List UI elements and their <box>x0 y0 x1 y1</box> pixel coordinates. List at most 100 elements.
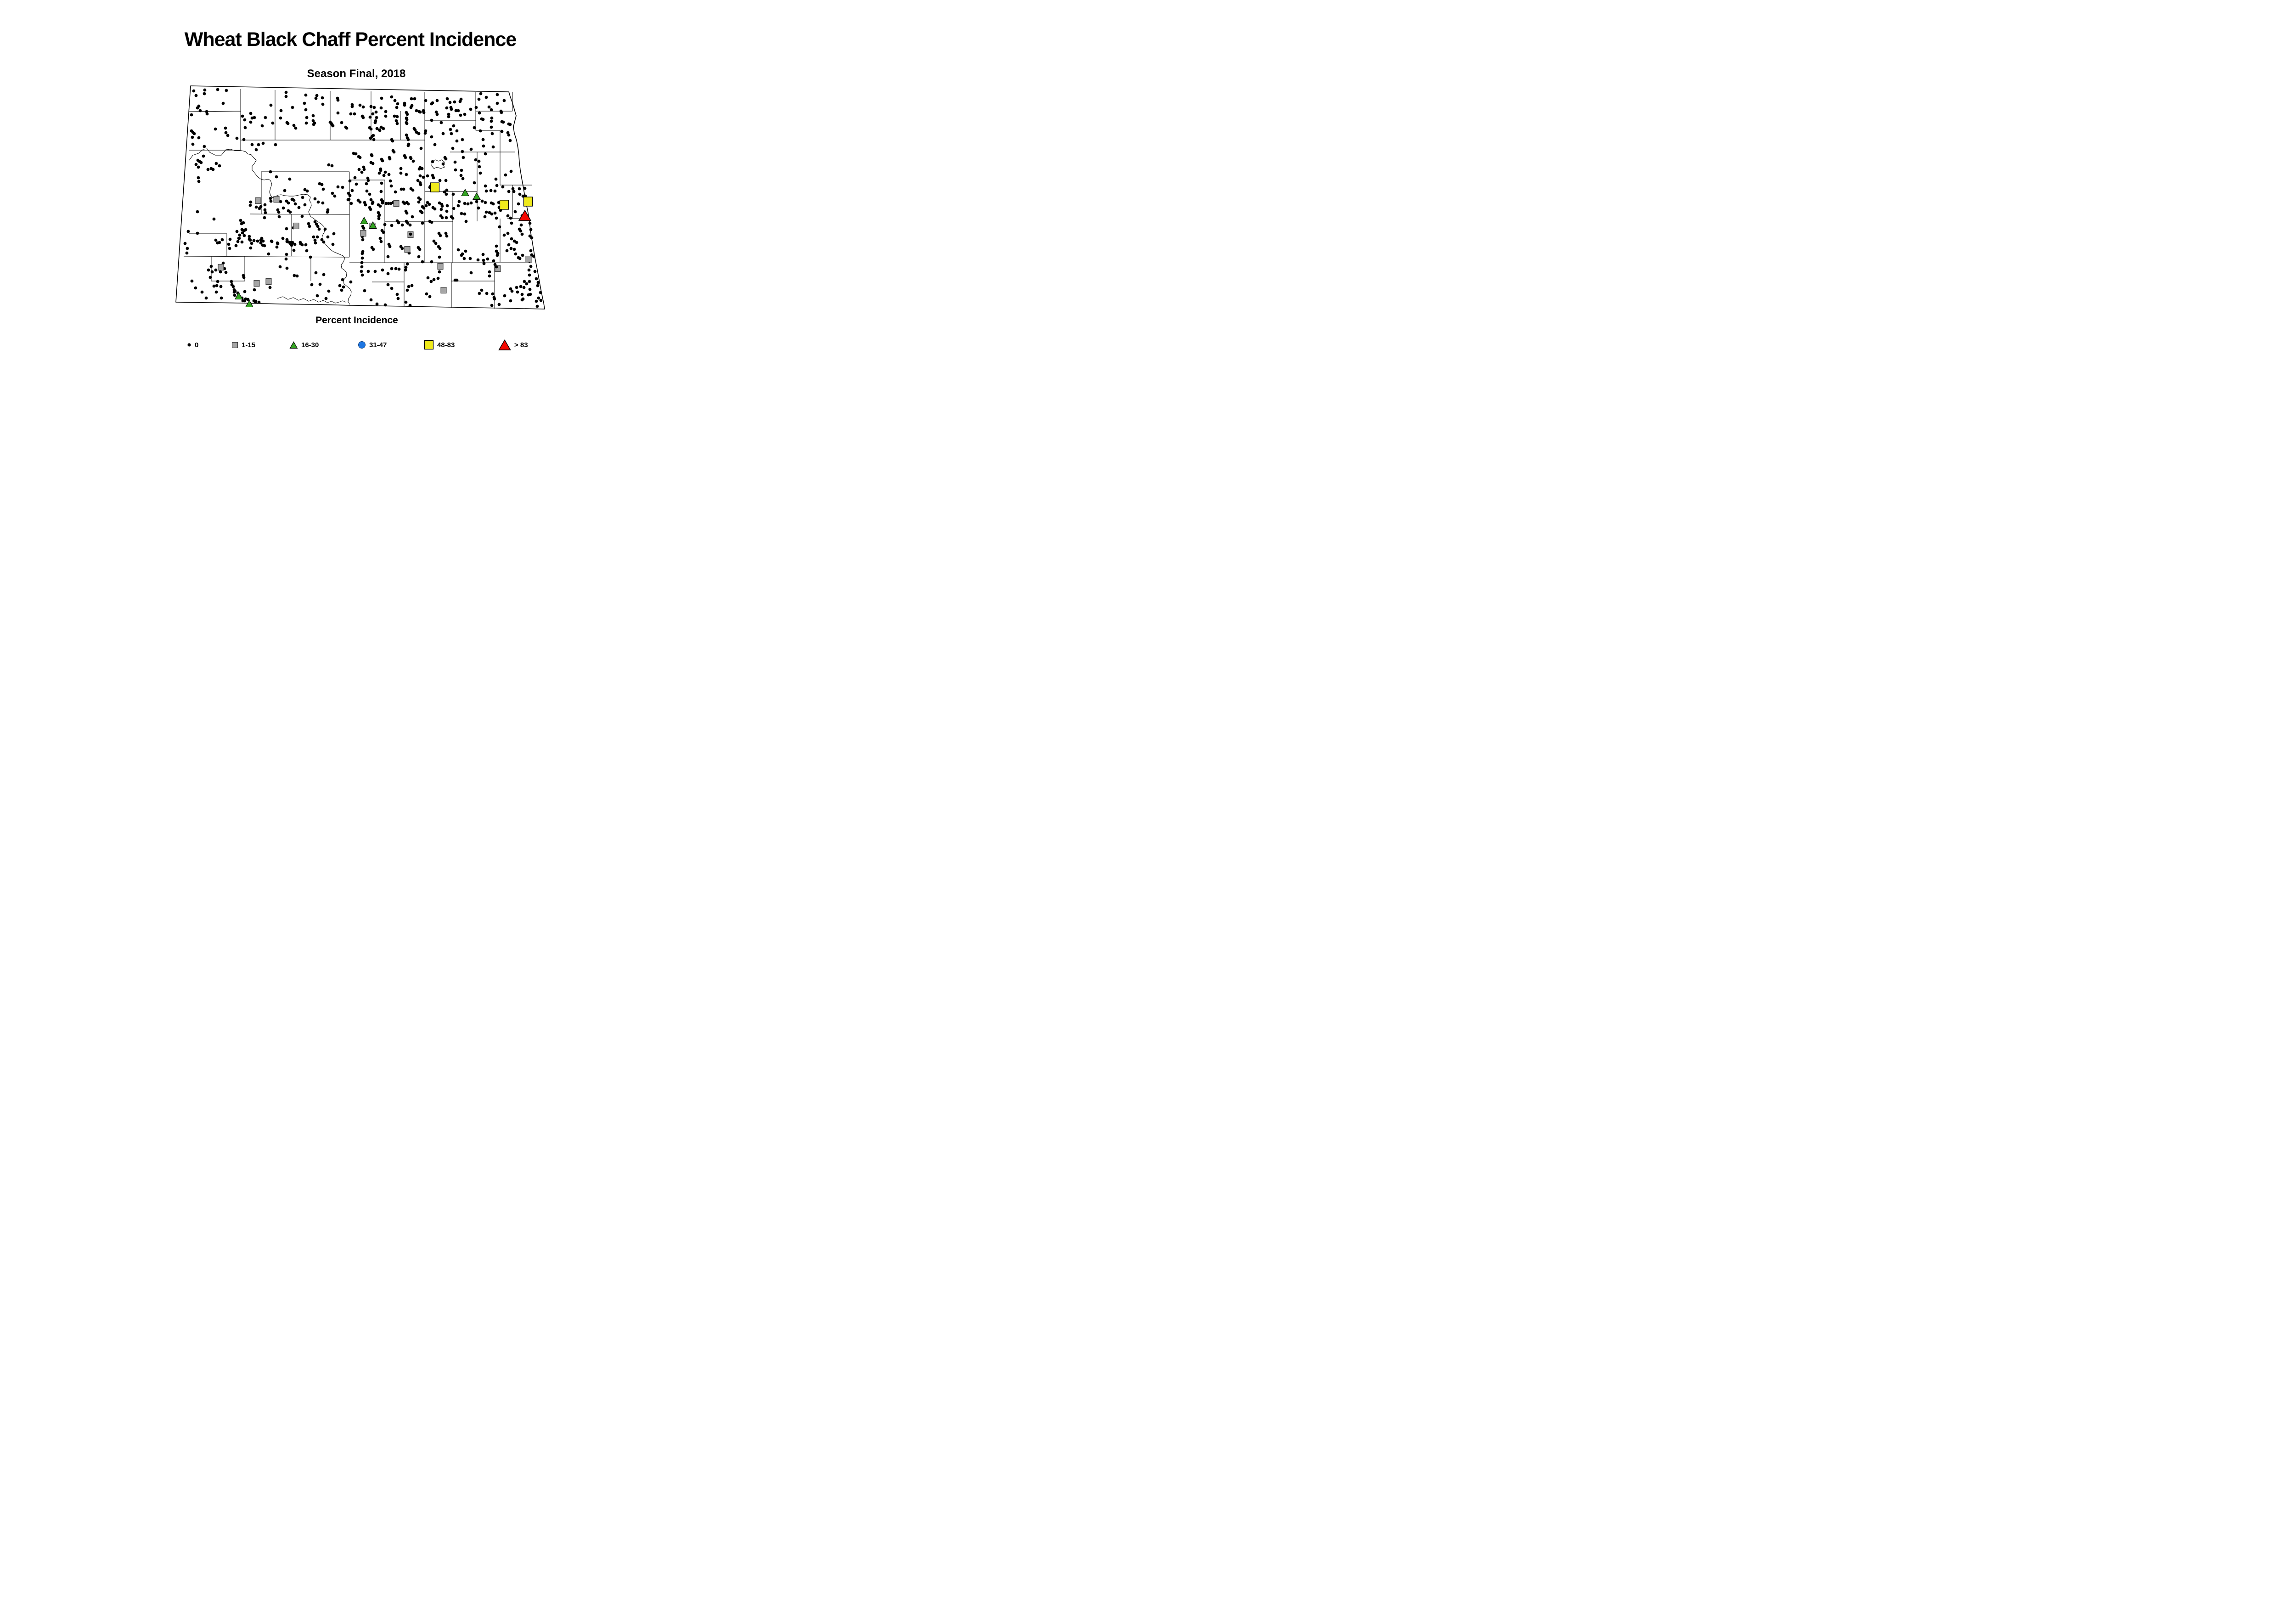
incidence-dot <box>461 177 465 180</box>
incidence-dot <box>410 284 414 287</box>
incidence-dot <box>360 265 364 269</box>
incidence-dot <box>305 189 309 193</box>
incidence-dot <box>214 238 218 242</box>
incidence-dot <box>321 187 325 191</box>
incidence-dot <box>462 257 466 260</box>
incidence-dot <box>191 142 195 146</box>
incidence-dot <box>464 249 467 253</box>
incidence-dot <box>314 96 318 100</box>
incidence-dot <box>484 96 488 99</box>
incidence-dot <box>440 204 444 208</box>
incidence-dot <box>501 185 505 189</box>
incidence-dot <box>453 100 456 104</box>
incidence-dot <box>275 245 279 249</box>
incidence-dot <box>242 138 246 141</box>
incidence-dot <box>333 194 337 198</box>
incidence-dot <box>311 114 315 118</box>
incidence-dot <box>535 299 538 303</box>
incidence-dot <box>518 192 522 196</box>
incidence-dot <box>396 102 400 106</box>
incidence-dot <box>331 191 334 195</box>
incidence-dot <box>518 187 521 191</box>
incidence-dot <box>338 284 342 287</box>
incidence-dot <box>480 199 484 203</box>
incidence-dot <box>254 205 258 209</box>
incidence-dot <box>508 123 512 126</box>
incidence-dot <box>288 177 292 181</box>
incidence-dot <box>497 201 501 204</box>
incidence-dot <box>523 280 526 283</box>
incidence-dot <box>233 289 237 293</box>
incidence-dot <box>368 192 371 196</box>
incidence-dot <box>236 240 240 243</box>
incidence-dot <box>480 288 484 292</box>
incidence-dot <box>457 200 461 203</box>
incidence-dot <box>253 300 257 304</box>
incidence-dot <box>473 181 476 185</box>
incidence-dot <box>393 114 396 118</box>
incidence-dot <box>482 259 485 262</box>
incidence-dot <box>196 231 199 235</box>
incidence-dot <box>327 163 331 167</box>
incidence-dot <box>478 129 482 133</box>
incidence-dot <box>450 107 453 111</box>
incidence-dot <box>349 112 353 116</box>
incidence-dot <box>474 158 478 162</box>
incidence-dot <box>249 246 253 250</box>
incidence-dot <box>539 291 542 294</box>
incidence-dot <box>336 185 340 189</box>
incidence-dot <box>487 105 491 109</box>
incidence-dot <box>463 212 467 216</box>
chart-title: Wheat Black Chaff Percent Incidence <box>184 28 517 51</box>
incidence-dot <box>430 220 433 224</box>
incidence-dot <box>278 265 282 269</box>
incidence-dot <box>322 240 326 244</box>
incidence-dot <box>263 216 266 220</box>
incidence-green-triangle <box>245 299 253 308</box>
incidence-dot <box>519 285 523 288</box>
incidence-dot <box>390 267 394 270</box>
incidence-dot <box>220 238 224 242</box>
incidence-dot <box>240 240 244 244</box>
incidence-dot <box>426 276 430 280</box>
incidence-dot <box>212 217 216 221</box>
incidence-dot <box>397 267 401 271</box>
gray-square-icon <box>231 342 238 348</box>
incidence-dot <box>228 237 232 241</box>
incidence-dot <box>495 249 498 253</box>
incidence-dot <box>520 298 524 302</box>
incidence-dot <box>408 304 412 307</box>
incidence-dot <box>263 244 266 248</box>
devils-lake <box>431 159 445 169</box>
incidence-dot <box>508 139 512 142</box>
incidence-dot <box>349 202 353 205</box>
incidence-yellow-square <box>499 200 509 210</box>
incidence-dot <box>354 152 358 156</box>
incidence-dot <box>519 223 523 227</box>
incidence-gray-square <box>393 200 400 207</box>
incidence-dot <box>259 238 263 242</box>
legend-label: > 83 <box>514 341 528 349</box>
county-boundaries <box>183 89 532 309</box>
incidence-dot <box>413 97 416 101</box>
incidence-dot <box>405 133 408 137</box>
incidence-dot <box>358 156 362 159</box>
incidence-dot <box>452 124 456 128</box>
incidence-dot <box>527 268 531 272</box>
incidence-dot <box>436 276 440 280</box>
incidence-dot <box>424 99 428 102</box>
incidence-dot <box>454 168 457 172</box>
incidence-dot <box>514 252 518 256</box>
legend-label: 0 <box>195 341 199 349</box>
incidence-dot <box>481 253 485 256</box>
incidence-dot <box>512 248 516 251</box>
incidence-dot <box>404 265 408 269</box>
incidence-dot <box>332 232 336 236</box>
incidence-dot <box>264 116 267 119</box>
incidence-dot <box>445 234 449 238</box>
incidence-dot <box>263 208 267 212</box>
incidence-dot <box>365 182 368 186</box>
incidence-dot <box>382 174 386 177</box>
incidence-dot <box>430 260 433 264</box>
incidence-dot <box>192 89 196 93</box>
